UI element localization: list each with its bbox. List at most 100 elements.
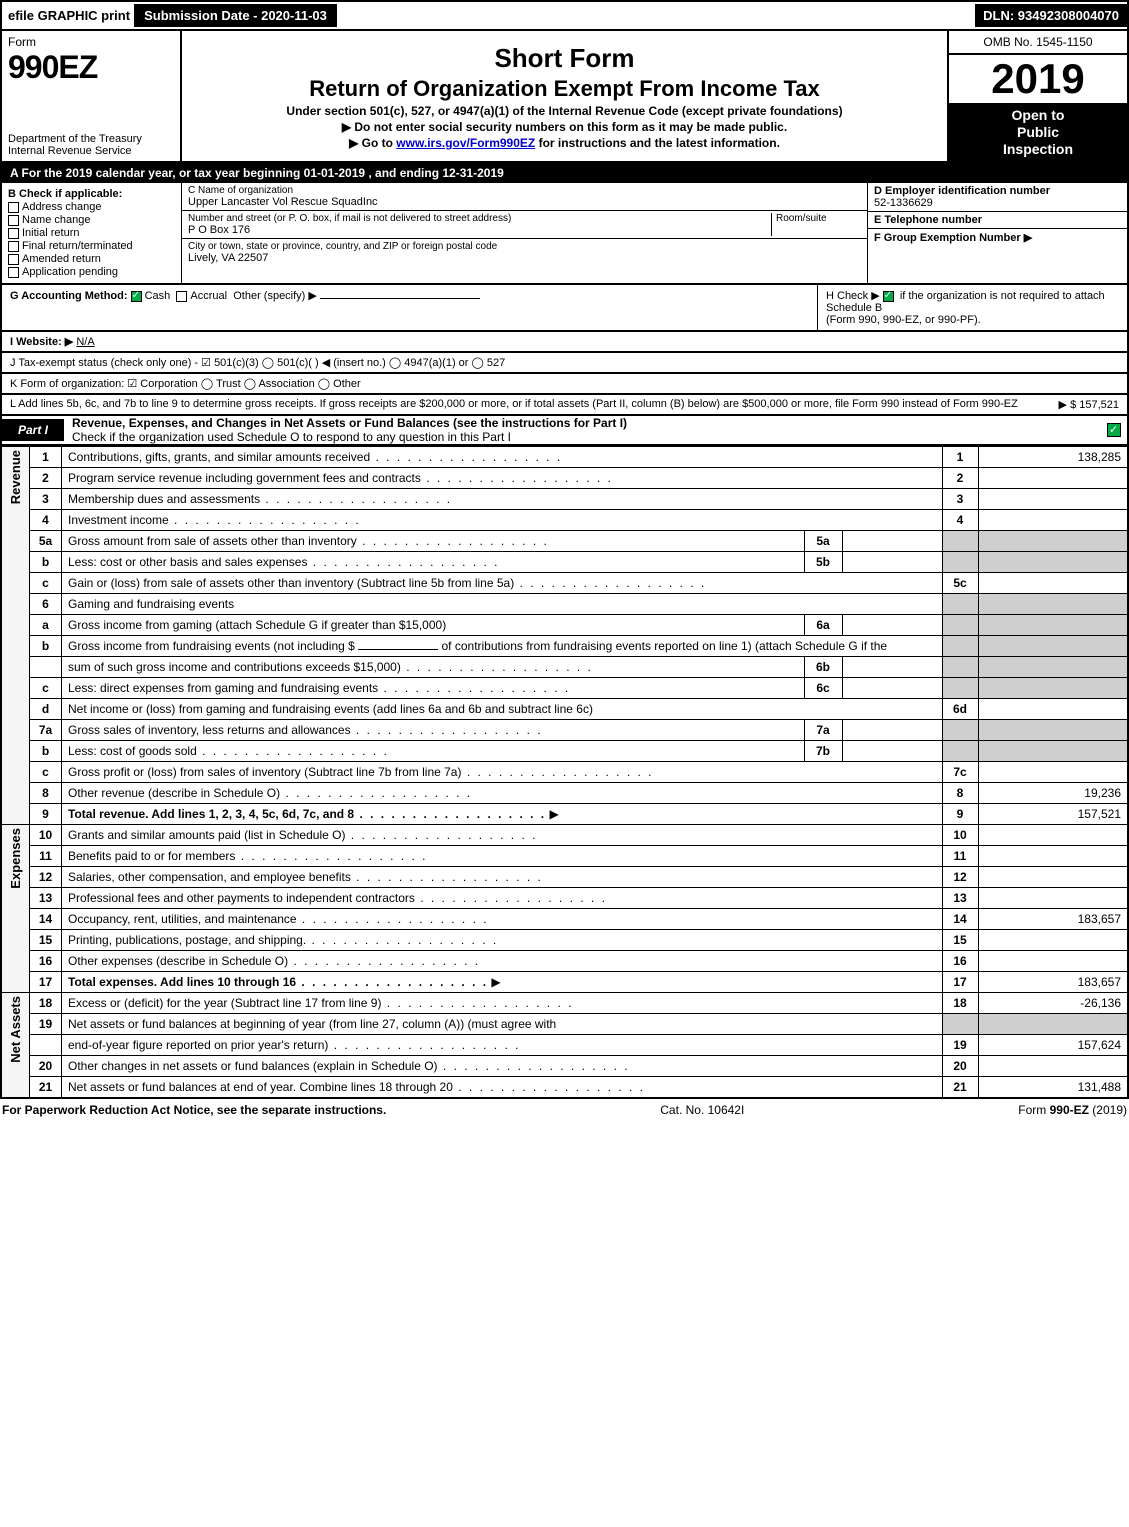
- footer: For Paperwork Reduction Act Notice, see …: [0, 1099, 1129, 1121]
- val-1: 138,285: [978, 447, 1128, 468]
- line-18: Excess or (deficit) for the year (Subtra…: [62, 993, 943, 1014]
- line-19b: end-of-year figure reported on prior yea…: [62, 1035, 943, 1056]
- city-cell: City or town, state or province, country…: [182, 239, 867, 266]
- line-13: Professional fees and other payments to …: [62, 888, 943, 909]
- inspection-box: Open to Public Inspection: [949, 103, 1127, 161]
- check-final-return[interactable]: Final return/terminated: [8, 240, 175, 252]
- line-20: Other changes in net assets or fund bala…: [62, 1056, 943, 1077]
- line-5c: Gain or (loss) from sale of assets other…: [62, 573, 943, 594]
- footer-right: Form 990-EZ (2019): [1018, 1103, 1127, 1117]
- line-17: Total expenses. Add lines 10 through 16 …: [62, 972, 943, 993]
- check-application-pending[interactable]: Application pending: [8, 266, 175, 278]
- part1-tab: Part I: [2, 419, 64, 441]
- line-19a: Net assets or fund balances at beginning…: [62, 1014, 943, 1035]
- lines-table: Revenue 1 Contributions, gifts, grants, …: [0, 446, 1129, 1099]
- check-initial-return[interactable]: Initial return: [8, 227, 175, 239]
- period-bar: A For the 2019 calendar year, or tax yea…: [0, 163, 1129, 183]
- box-h: H Check ▶ if the organization is not req…: [817, 285, 1127, 330]
- line-5a: Gross amount from sale of assets other t…: [62, 531, 805, 552]
- irs-link[interactable]: www.irs.gov/Form990EZ: [396, 136, 535, 150]
- line-6d: Net income or (loss) from gaming and fun…: [62, 699, 943, 720]
- side-revenue: Revenue: [1, 447, 30, 825]
- box-d: D Employer identification number 52-1336…: [868, 183, 1127, 212]
- form-header: Form 990EZ Department of the Treasury In…: [0, 31, 1129, 163]
- check-name-change[interactable]: Name change: [8, 214, 175, 226]
- g-label: G Accounting Method:: [10, 290, 128, 302]
- insp-line2: Public: [953, 124, 1123, 141]
- side-expenses: Expenses: [1, 825, 30, 993]
- line-7a: Gross sales of inventory, less returns a…: [62, 720, 805, 741]
- goto-post: for instructions and the latest informat…: [535, 136, 780, 150]
- line-10: Grants and similar amounts paid (list in…: [62, 825, 943, 846]
- site-value: N/A: [76, 336, 94, 348]
- val-9: 157,521: [978, 804, 1128, 825]
- info-block: B Check if applicable: Address change Na…: [0, 183, 1129, 285]
- addr-label: Number and street (or P. O. box, if mail…: [188, 213, 771, 224]
- row-g-h: G Accounting Method: Cash Accrual Other …: [0, 285, 1129, 332]
- website-row: I Website: ▶ N/A: [0, 332, 1129, 353]
- line-5b: Less: cost or other basis and sales expe…: [62, 552, 805, 573]
- check-accrual[interactable]: [176, 291, 187, 302]
- box-c: C Name of organization Upper Lancaster V…: [182, 183, 867, 283]
- room-label: Room/suite: [776, 213, 861, 224]
- line-6c: Less: direct expenses from gaming and fu…: [62, 678, 805, 699]
- line-l: L Add lines 5b, 6c, and 7b to line 9 to …: [0, 395, 1129, 416]
- line-9: Total revenue. Add lines 1, 2, 3, 4, 5c,…: [62, 804, 943, 825]
- city-label: City or town, state or province, country…: [188, 241, 861, 252]
- line-3: Membership dues and assessments: [62, 489, 943, 510]
- e-label: E Telephone number: [874, 214, 982, 226]
- addr-cell: Number and street (or P. O. box, if mail…: [182, 211, 867, 239]
- footer-mid: Cat. No. 10642I: [660, 1103, 744, 1117]
- check-cash[interactable]: [131, 291, 142, 302]
- check-schedule-b[interactable]: [883, 291, 894, 302]
- check-amended-return[interactable]: Amended return: [8, 253, 175, 265]
- line-6b-cont: sum of such gross income and contributio…: [62, 657, 805, 678]
- val-8: 19,236: [978, 783, 1128, 804]
- part1-header: Part I Revenue, Expenses, and Changes in…: [0, 416, 1129, 446]
- insp-line1: Open to: [953, 107, 1123, 124]
- val-17: 183,657: [978, 972, 1128, 993]
- box-e: E Telephone number: [868, 212, 1127, 229]
- part1-schedule-o-check[interactable]: [1107, 423, 1121, 437]
- line-16: Other expenses (describe in Schedule O): [62, 951, 943, 972]
- box-b-title: B Check if applicable:: [8, 188, 175, 200]
- goto-pre: ▶ Go to: [349, 136, 396, 150]
- line-7c: Gross profit or (loss) from sales of inv…: [62, 762, 943, 783]
- line-1: Contributions, gifts, grants, and simila…: [62, 447, 943, 468]
- form-of-organization: K Form of organization: ☑ Corporation ◯ …: [0, 374, 1129, 395]
- goto-instructions: ▶ Go to www.irs.gov/Form990EZ for instru…: [190, 136, 939, 150]
- dept-treasury: Department of the Treasury: [8, 133, 174, 145]
- header-left: Form 990EZ Department of the Treasury In…: [2, 31, 182, 161]
- org-name-cell: C Name of organization Upper Lancaster V…: [182, 183, 867, 211]
- addr-value: P O Box 176: [188, 224, 771, 236]
- header-right: OMB No. 1545-1150 2019 Open to Public In…: [947, 31, 1127, 161]
- val-19: 157,624: [978, 1035, 1128, 1056]
- insp-line3: Inspection: [953, 141, 1123, 158]
- l-amount: ▶ $ 157,521: [1059, 398, 1119, 411]
- box-b: B Check if applicable: Address change Na…: [2, 183, 182, 283]
- box-def: D Employer identification number 52-1336…: [867, 183, 1127, 283]
- title-short: Short Form: [190, 43, 939, 74]
- line-4: Investment income: [62, 510, 943, 531]
- submission-date-button[interactable]: Submission Date - 2020-11-03: [134, 4, 337, 27]
- city-value: Lively, VA 22507: [188, 252, 861, 264]
- header-center: Short Form Return of Organization Exempt…: [182, 31, 947, 161]
- form-word: Form: [8, 35, 174, 49]
- form-number: 990EZ: [8, 49, 174, 86]
- line-6: Gaming and fundraising events: [62, 594, 943, 615]
- line-6a: Gross income from gaming (attach Schedul…: [62, 615, 805, 636]
- footer-left: For Paperwork Reduction Act Notice, see …: [2, 1103, 386, 1117]
- line-7b: Less: cost of goods sold: [62, 741, 805, 762]
- tax-year: 2019: [949, 55, 1127, 103]
- check-address-change[interactable]: Address change: [8, 201, 175, 213]
- org-name: Upper Lancaster Vol Rescue SquadInc: [188, 196, 861, 208]
- line-15: Printing, publications, postage, and shi…: [62, 930, 943, 951]
- ssn-warning: ▶ Do not enter social security numbers o…: [190, 120, 939, 134]
- f-label: F Group Exemption Number ▶: [874, 232, 1032, 244]
- val-21: 131,488: [978, 1077, 1128, 1099]
- accounting-method: G Accounting Method: Cash Accrual Other …: [2, 285, 817, 330]
- line-11: Benefits paid to or for members: [62, 846, 943, 867]
- dept-irs: Internal Revenue Service: [8, 145, 174, 157]
- omb-number: OMB No. 1545-1150: [949, 31, 1127, 55]
- ein-value: 52-1336629: [874, 197, 1121, 209]
